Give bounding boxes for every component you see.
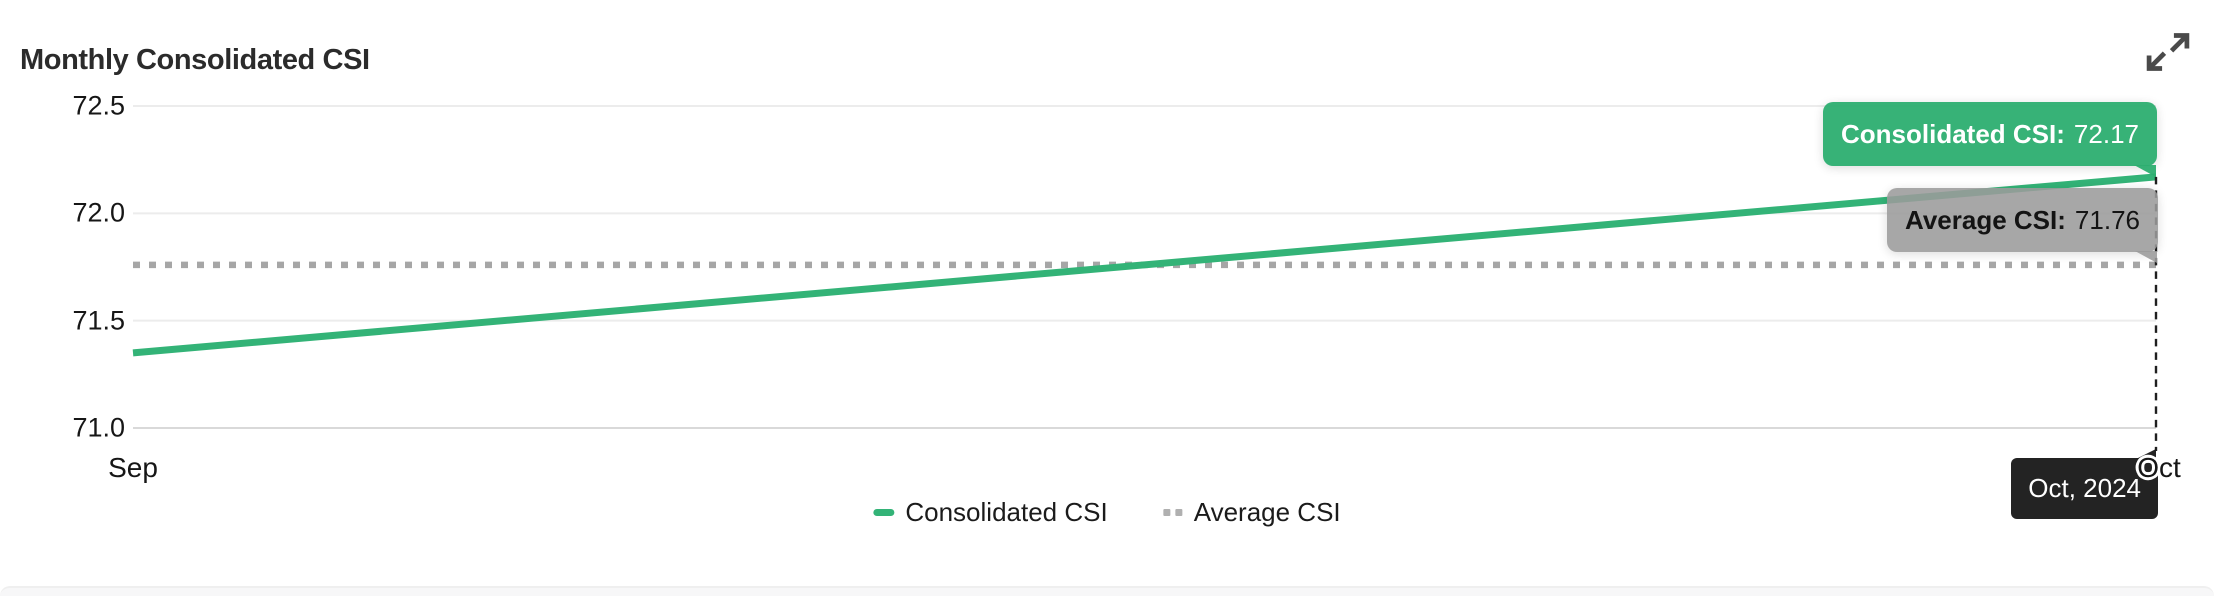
y-tick-label: 72.0 xyxy=(72,197,125,228)
y-tick-label: 71.0 xyxy=(72,412,125,443)
chart-title: Monthly Consolidated CSI xyxy=(20,44,370,77)
next-card-top-edge xyxy=(0,586,2214,596)
y-tick-label: 72.5 xyxy=(72,90,125,121)
tooltip-consolidated-csi: Consolidated CSI: 72.17 xyxy=(1823,102,2157,177)
tooltip-pointer xyxy=(2136,449,2156,459)
tooltip-value: 72.17 xyxy=(2073,118,2139,149)
x-tick-label-sep: Sep xyxy=(108,452,158,483)
legend-label: Average CSI xyxy=(1193,497,1341,527)
tooltip-average-csi: Average CSI: 71.76 xyxy=(1887,188,2158,263)
tooltip-label: Average CSI: xyxy=(1905,204,2066,235)
legend-label: Consolidated CSI xyxy=(905,497,1108,527)
tooltip-axis-date: Oct, 2024 xyxy=(2011,449,2158,519)
tooltip-label: Consolidated CSI: xyxy=(1841,118,2065,149)
legend-item-average[interactable]: Average CSI xyxy=(1163,497,1341,528)
solid-line-marker-icon xyxy=(873,509,895,516)
dotted-line-marker-icon xyxy=(1163,509,1183,516)
tooltip-value: 71.76 xyxy=(2074,204,2140,235)
y-tick-label: 71.5 xyxy=(72,305,125,336)
legend-item-consolidated[interactable]: Consolidated CSI xyxy=(873,497,1108,528)
tooltip-value: Oct, 2024 xyxy=(2028,473,2141,503)
x-tick-label-oct: Oct xyxy=(2137,452,2181,483)
expand-icon xyxy=(2146,33,2190,71)
chart-legend: Consolidated CSI Average CSI xyxy=(873,497,1341,528)
expand-button[interactable] xyxy=(2142,26,2194,78)
